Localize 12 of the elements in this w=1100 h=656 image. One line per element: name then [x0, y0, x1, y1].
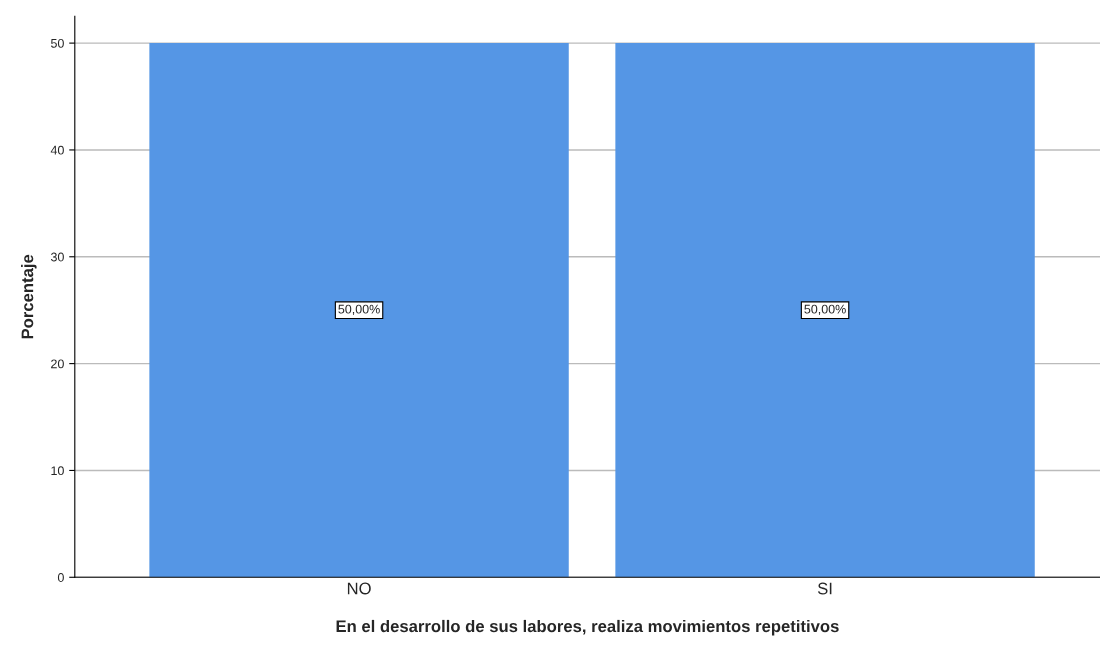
x-tick-label: NO: [347, 582, 371, 595]
y-tick-label: 40: [50, 145, 64, 155]
data-label: 50,00%: [804, 304, 846, 316]
data-label: 50,00%: [338, 304, 380, 316]
y-tick-label: 20: [51, 359, 64, 369]
y-axis-title: Porcentaje: [21, 254, 37, 339]
y-tick-label: 10: [51, 466, 64, 476]
x-tick-label: SI: [817, 582, 832, 595]
x-axis-title: En el desarrollo de sus labores, realiza movimientos repetitivos: [336, 619, 839, 636]
y-tick-label: 50: [50, 38, 64, 48]
y-tick-label: 0: [57, 573, 64, 582]
y-tick-label: 30: [50, 252, 64, 262]
